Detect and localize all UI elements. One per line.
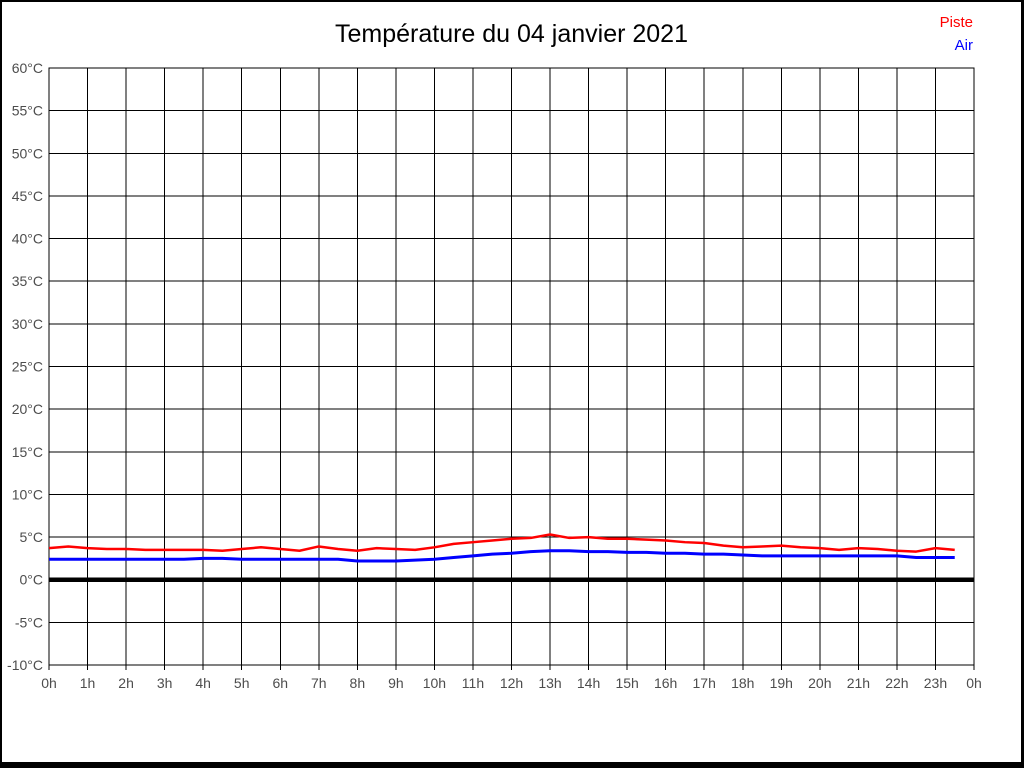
y-tick-label: -5°C xyxy=(15,614,43,630)
x-tick-label: 16h xyxy=(654,675,677,691)
y-tick-label: 60°C xyxy=(12,60,43,76)
x-tick-label: 18h xyxy=(731,675,754,691)
x-tick-label: 9h xyxy=(388,675,404,691)
x-tick-label: 7h xyxy=(311,675,327,691)
x-tick-label: 15h xyxy=(615,675,638,691)
y-tick-label: 20°C xyxy=(12,401,43,417)
y-tick-label: 5°C xyxy=(20,529,44,545)
series-line-piste xyxy=(48,533,955,553)
x-tick-label: 0h xyxy=(966,675,982,691)
grid xyxy=(48,67,975,670)
series-line-air xyxy=(49,549,955,563)
y-tick-label: 25°C xyxy=(12,359,43,375)
x-axis-labels: 0h 1h 2h 3h 4h 5h 6h 7h 8h 9h 10h 11h 12h 13h 14h 15h 16… xyxy=(41,675,982,691)
legend-item-air: Air xyxy=(954,37,973,54)
y-tick-label: 40°C xyxy=(12,231,43,247)
x-tick-label: 5h xyxy=(234,675,250,691)
y-tick-label: -10°C xyxy=(7,657,43,673)
chart-title: Température du 04 janvier 2021 xyxy=(334,20,688,48)
y-tick-label: 0°C xyxy=(20,572,44,588)
x-tick-label: 14h xyxy=(577,675,600,691)
x-tick-label: 0h xyxy=(41,675,57,691)
x-tick-label: 10h xyxy=(423,675,446,691)
series-piste xyxy=(48,533,955,553)
y-tick-label: 35°C xyxy=(12,273,43,289)
x-tick-label: 19h xyxy=(770,675,793,691)
x-tick-label: 13h xyxy=(538,675,561,691)
x-tick-label: 20h xyxy=(808,675,831,691)
legend-item-piste: Piste xyxy=(939,14,973,31)
x-tick-label: 11h xyxy=(462,675,484,691)
legend: Piste Air xyxy=(940,11,973,57)
y-tick-label: 45°C xyxy=(12,188,43,204)
y-axis-labels: 60°C 55°C 50°C 45°C 40°C 35°C 30°C 25°C 20°C 15°C… xyxy=(7,60,43,673)
x-tick-label: 22h xyxy=(885,675,908,691)
series-air xyxy=(49,549,955,563)
y-tick-label: 55°C xyxy=(12,103,43,119)
x-tick-label: 6h xyxy=(272,675,288,691)
x-tick-label: 4h xyxy=(195,675,211,691)
x-tick-label: 1h xyxy=(80,675,96,691)
x-tick-label: 2h xyxy=(118,675,134,691)
x-tick-label: 23h xyxy=(924,675,947,691)
y-tick-label: 30°C xyxy=(12,316,43,332)
x-tick-label: 17h xyxy=(693,675,716,691)
x-tick-label: 21h xyxy=(847,675,870,691)
y-tick-label: 50°C xyxy=(12,145,43,161)
x-tick-label: 3h xyxy=(157,675,173,691)
x-tick-label: 12h xyxy=(500,675,523,691)
y-tick-label: 15°C xyxy=(12,444,43,460)
x-tick-label: 8h xyxy=(350,675,366,691)
y-tick-label: 10°C xyxy=(12,486,43,502)
